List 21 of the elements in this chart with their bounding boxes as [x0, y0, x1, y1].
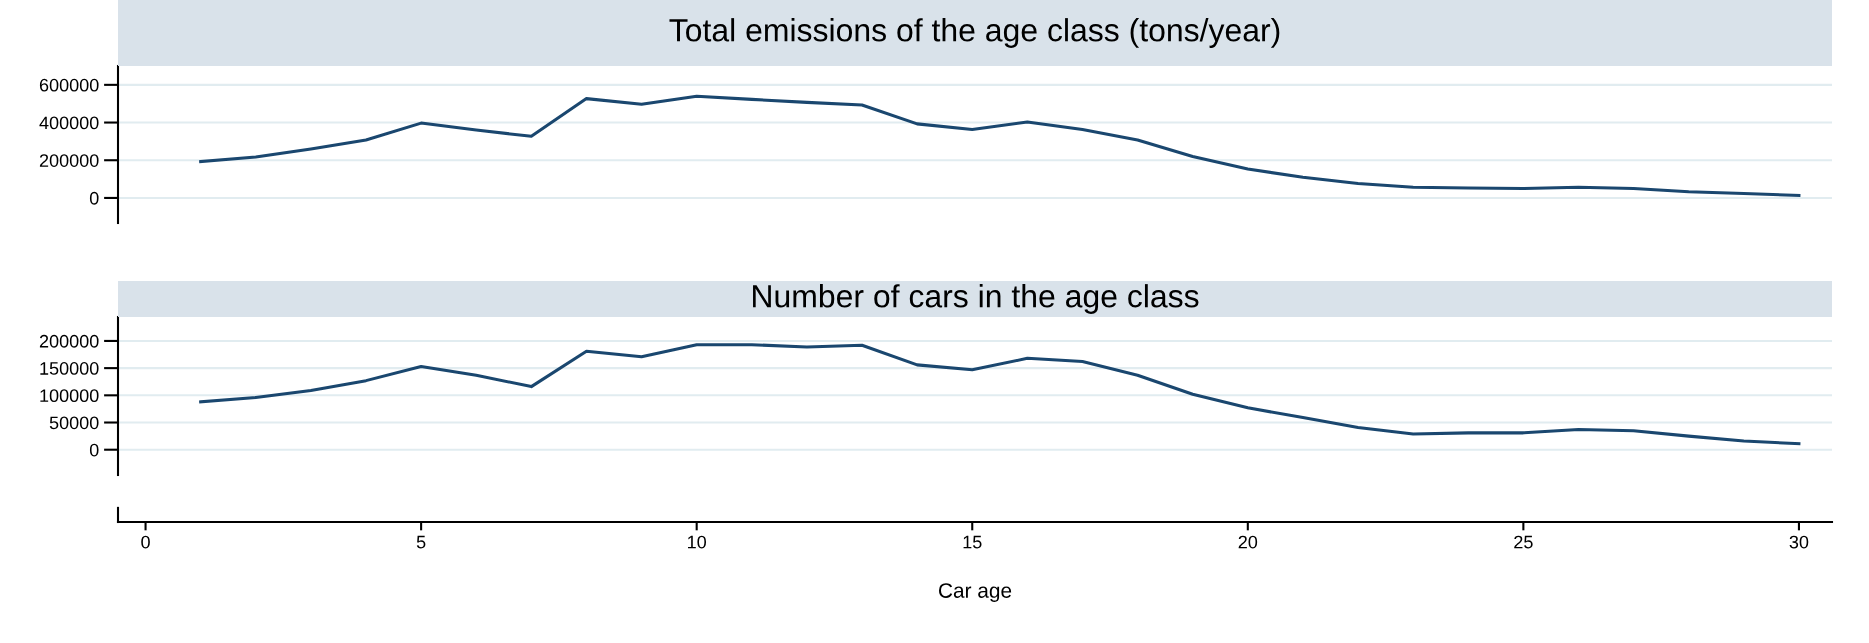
y-tick-label: 400000 [39, 116, 99, 130]
y-tick-label: 0 [89, 443, 99, 457]
y-tick-label: 0 [89, 191, 99, 205]
chart-title: Number of cars in the age class [753, 284, 1199, 314]
y-tick-label: 150000 [40, 362, 99, 375]
line-series [199, 94, 1801, 198]
chart-title: Total emissions of the age class (tons/year) [669, 18, 1280, 48]
y-tick-label: 50000 [49, 416, 99, 430]
x-tick-label: 20 [1238, 535, 1258, 549]
x-tick-label: 25 [1514, 535, 1533, 549]
x-tick-label: 30 [1789, 535, 1809, 549]
x-axis-title: Car age [939, 583, 1012, 602]
y-tick-label: 100000 [40, 389, 99, 403]
y-tick-label: 600000 [39, 78, 99, 92]
x-tick-label: 0 [141, 535, 150, 549]
x-tick-label: 15 [963, 535, 982, 549]
y-tick-label: 200000 [39, 154, 99, 167]
x-tick-label: 10 [688, 535, 707, 549]
x-tick-label: 5 [416, 535, 426, 549]
y-tick-label: 200000 [39, 334, 99, 348]
line-series [199, 343, 1801, 446]
